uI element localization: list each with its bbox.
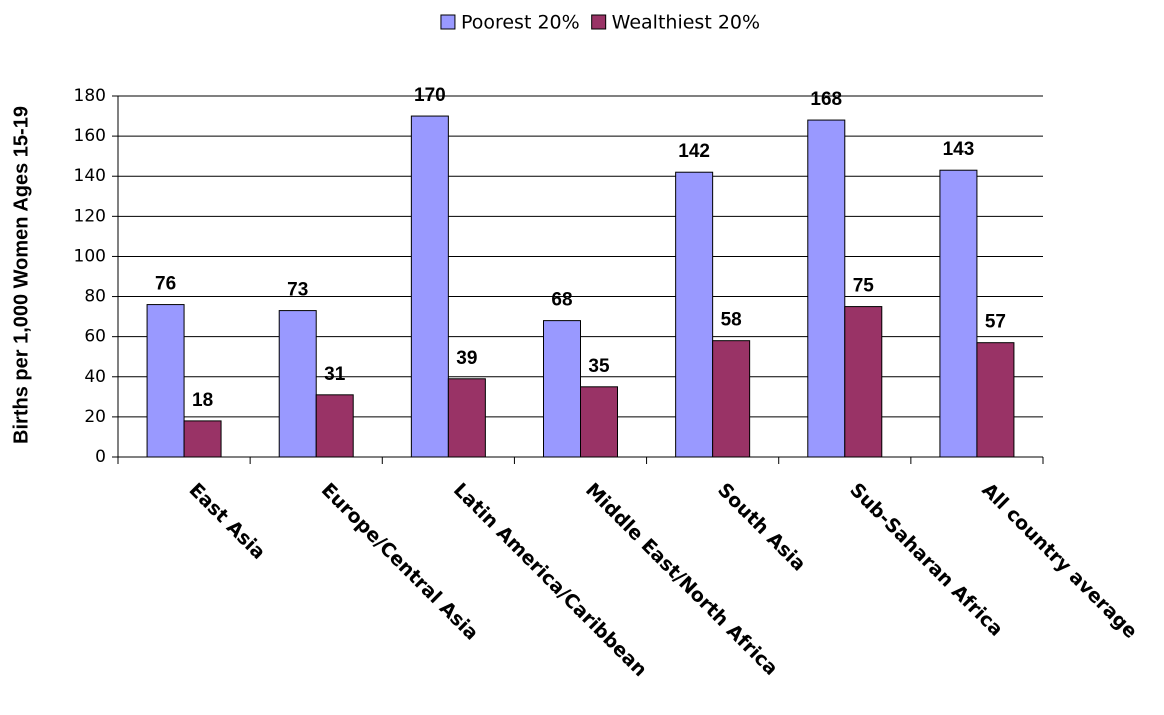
data-label: 75 bbox=[853, 276, 875, 297]
data-label: 143 bbox=[943, 139, 975, 160]
legend-item: Poorest 20% bbox=[440, 12, 580, 34]
bar bbox=[712, 340, 751, 458]
y-tick-label: 120 bbox=[74, 206, 106, 226]
x-tick-label: Sub-Saharan Africa bbox=[845, 479, 1007, 641]
bar bbox=[844, 306, 883, 458]
bar bbox=[183, 420, 222, 458]
x-tick-label: Europe/Central Asia bbox=[317, 479, 483, 645]
bar bbox=[976, 342, 1015, 458]
bar bbox=[146, 304, 185, 458]
y-tick-label: 0 bbox=[95, 447, 106, 467]
legend-swatch bbox=[440, 14, 456, 30]
bar bbox=[447, 378, 486, 458]
data-label: 57 bbox=[985, 312, 1006, 333]
bar bbox=[939, 169, 978, 458]
y-tick-label: 20 bbox=[84, 407, 106, 427]
x-tick-label: All country average bbox=[978, 479, 1142, 643]
y-tick-label: 80 bbox=[84, 287, 106, 307]
data-label: 73 bbox=[287, 280, 308, 301]
x-tick-label: East Asia bbox=[185, 479, 270, 564]
bar bbox=[278, 310, 317, 458]
bar bbox=[543, 320, 581, 458]
data-label: 142 bbox=[678, 141, 710, 162]
data-label: 35 bbox=[588, 356, 610, 377]
legend: Poorest 20% Wealthiest 20% bbox=[440, 12, 760, 34]
legend-label: Wealthiest 20% bbox=[612, 12, 760, 34]
data-label: 168 bbox=[810, 89, 842, 110]
y-axis-label: Births per 1,000 Women Ages 15-19 bbox=[10, 106, 32, 444]
data-label: 170 bbox=[414, 85, 446, 106]
data-label: 18 bbox=[192, 390, 213, 411]
bar bbox=[410, 115, 449, 458]
data-label: 39 bbox=[456, 348, 477, 369]
data-label: 76 bbox=[155, 274, 176, 295]
y-tick-label: 60 bbox=[84, 327, 106, 347]
y-tick-label: 160 bbox=[74, 126, 106, 146]
y-tick-label: 100 bbox=[74, 246, 106, 266]
y-tick-label: 140 bbox=[74, 166, 106, 186]
bar bbox=[675, 171, 714, 458]
x-tick-label: South Asia bbox=[713, 479, 810, 576]
bar bbox=[807, 119, 846, 458]
y-tick-label: 180 bbox=[74, 86, 106, 106]
legend-item: Wealthiest 20% bbox=[591, 12, 760, 34]
data-label: 58 bbox=[721, 310, 742, 331]
bar bbox=[315, 394, 354, 458]
legend-swatch bbox=[591, 14, 607, 30]
y-tick-label: 40 bbox=[84, 367, 106, 387]
data-label: 31 bbox=[324, 364, 346, 385]
data-label: 68 bbox=[551, 290, 572, 311]
legend-label: Poorest 20% bbox=[461, 12, 580, 34]
bar bbox=[580, 386, 618, 458]
